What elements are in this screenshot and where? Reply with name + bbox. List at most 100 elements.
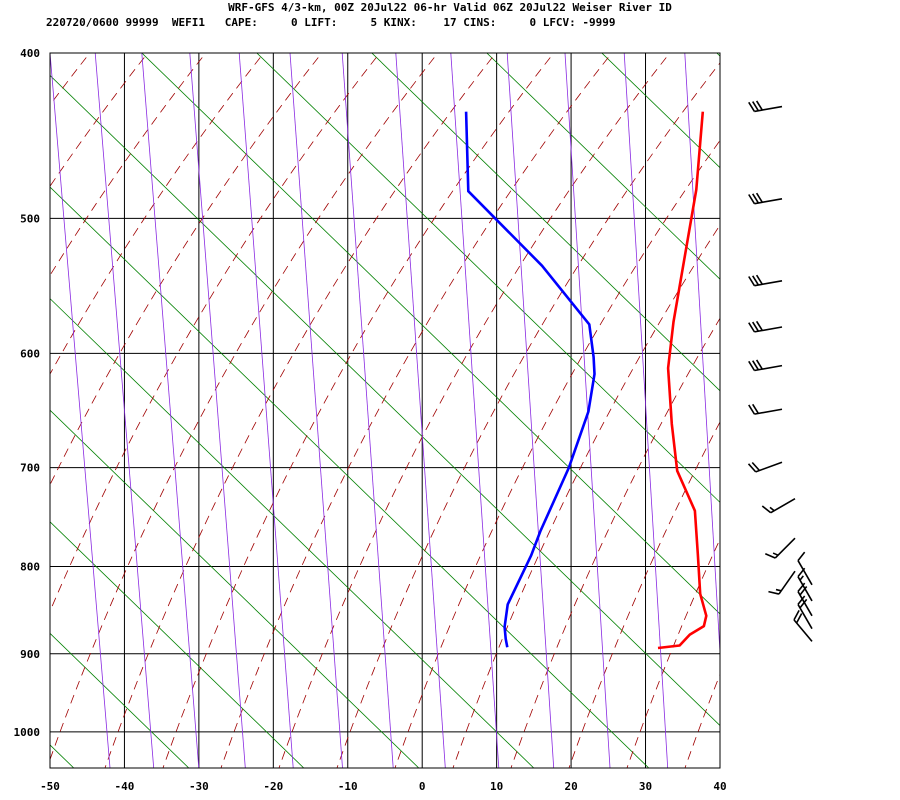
dry-adiabat-line [50, 74, 720, 727]
wind-barb [761, 498, 796, 514]
wind-barb [748, 403, 783, 415]
dry-adiabat-line [141, 53, 720, 615]
wind-barb-flag [748, 101, 756, 112]
wind-barb [748, 320, 783, 333]
wind-barb [797, 582, 813, 617]
wind-barb-flag [752, 193, 760, 204]
moist-adiabat-line [394, 139, 720, 768]
wind-barb-shaft [754, 408, 783, 415]
dry-adiabat-line [50, 409, 420, 768]
mixing-ratio-line [506, 53, 555, 768]
wind-barb-flag [748, 194, 756, 205]
moist-adiabat-line [736, 13, 900, 788]
mixing-ratio-line [341, 53, 394, 768]
mixing-ratio-line [238, 53, 294, 768]
wind-barb [797, 551, 813, 586]
dry-adiabat-line [486, 53, 720, 280]
wind-barb-shaft [754, 364, 783, 372]
dry-adiabat-line [50, 632, 190, 768]
pressure-tick-label: 900 [20, 648, 40, 661]
dry-adiabat-line [256, 53, 720, 503]
wind-barb-flag [768, 590, 780, 595]
mixing-ratio-line [395, 53, 446, 768]
moist-adiabat-line [336, 62, 720, 768]
wind-barb [793, 610, 813, 642]
wind-barb-flag [747, 463, 757, 473]
wind-barb-half-flag [769, 506, 775, 512]
dry-adiabat-line [601, 53, 720, 169]
wind-barb [748, 192, 783, 205]
wind-barb-half-flag [775, 588, 782, 592]
temperature-tick-label: -30 [189, 780, 209, 793]
temperature-tick-label: -50 [40, 780, 60, 793]
wind-barb-flag [795, 613, 803, 624]
wind-barb-flag [752, 101, 760, 112]
moist-adiabat-line [104, 53, 497, 768]
wind-barb-flag [764, 553, 776, 559]
moist-adiabat-line [510, 317, 720, 768]
wind-barb-half-flag [772, 552, 779, 556]
dry-adiabat-line [716, 53, 720, 57]
wind-barb-flag [748, 404, 756, 415]
wind-barb [768, 570, 796, 595]
temperature-tick-label: 10 [490, 780, 503, 793]
plot-frame [49, 52, 721, 769]
wind-barb-flag [751, 461, 761, 472]
moist-adiabat-line [568, 421, 720, 768]
wind-barb-flag [755, 192, 763, 203]
moist-adiabat-line [452, 224, 720, 768]
mixing-ratio-line [450, 53, 500, 768]
wind-barb-flag [755, 274, 763, 285]
moist-adiabat-line [50, 53, 91, 106]
wind-barb-flag [755, 100, 763, 111]
wind-barb-shaft [778, 570, 796, 595]
wind-barb [747, 461, 783, 473]
mixing-ratio-line [810, 53, 849, 768]
wind-barb-flag [755, 359, 763, 370]
wind-barb-flag [752, 321, 760, 332]
wind-barb-shaft [770, 498, 796, 514]
temperature-tick-label: -20 [263, 780, 283, 793]
wind-barb-shaft [754, 198, 783, 205]
temperature-tick-label: 0 [419, 780, 426, 793]
mixing-ratio-line [141, 53, 200, 768]
wind-barb-flag [748, 322, 756, 333]
moist-adiabat-line [162, 53, 555, 768]
temperature-tick-label: 30 [639, 780, 652, 793]
wind-barb-half-flag [799, 575, 804, 581]
mixing-ratio-line [189, 53, 246, 768]
temperature-tick-label: 20 [564, 780, 577, 793]
mixing-ratio-line [94, 53, 155, 768]
wind-barb-flag [752, 403, 760, 414]
moist-adiabat-line [794, 13, 900, 788]
pressure-tick-label: 400 [20, 47, 40, 60]
wind-barb-shaft [797, 560, 813, 586]
wind-barb-shaft [755, 461, 783, 473]
moist-adiabat-line [50, 53, 439, 761]
temperature-tick-label: -40 [115, 780, 135, 793]
pressure-tick-label: 800 [20, 561, 40, 574]
wind-barb-shaft [774, 537, 796, 559]
wind-barb-shaft [754, 326, 783, 333]
pressure-tick-label: 500 [20, 212, 40, 225]
wind-barb [764, 537, 796, 559]
wind-barb-flag [761, 505, 772, 514]
wind-barb-flag [793, 610, 800, 621]
temperature-profile [657, 111, 708, 650]
chart-title: WRF-GFS 4/3-km, 00Z 20Jul22 06-hr Valid … [228, 1, 672, 14]
wind-barb-flag [748, 360, 756, 371]
wind-barb-shaft [754, 280, 783, 287]
wind-barb-layer [747, 100, 813, 642]
pressure-tick-label: 1000 [14, 726, 41, 739]
wind-barb-flag [797, 567, 806, 578]
dry-adiabat-line [885, 0, 900, 800]
wind-barb [748, 100, 783, 113]
wind-barb-flag [799, 586, 808, 596]
mixing-ratio-line [50, 53, 111, 768]
moist-adiabat-line [50, 53, 323, 486]
pressure-tick-label: 600 [20, 347, 40, 360]
wind-barb-flag [752, 360, 760, 371]
wind-barb-shaft [754, 105, 783, 113]
